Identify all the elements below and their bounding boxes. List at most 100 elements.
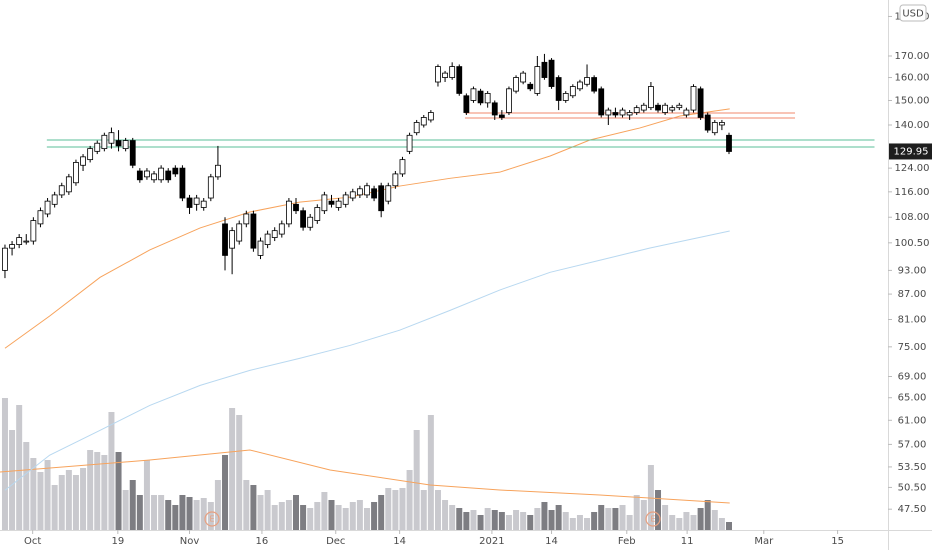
volume-bar <box>307 508 314 530</box>
volume-bar <box>143 460 150 530</box>
candle-body <box>108 132 115 144</box>
volume-bar <box>683 512 690 530</box>
candle-body <box>378 185 385 212</box>
candle-body <box>222 223 228 256</box>
currency: USD <box>902 9 924 20</box>
candle-body <box>172 167 179 175</box>
y-tick-label: 53.50 <box>898 462 927 473</box>
volume-bar <box>633 495 640 530</box>
candle-body <box>626 112 633 116</box>
volume-bar <box>300 505 307 530</box>
y-tick-label: 150.00 <box>895 95 930 106</box>
volume-bar <box>442 500 449 530</box>
candle-body <box>591 77 598 92</box>
volume-bar <box>491 510 498 530</box>
candle-body <box>23 240 30 243</box>
x-tick-label: 14 <box>393 536 406 547</box>
volume-bar <box>349 502 356 530</box>
volume-bar <box>129 480 136 530</box>
volume-bar <box>51 485 58 530</box>
volume-bar <box>541 502 548 530</box>
y-tick-label: 140.00 <box>895 120 930 131</box>
candle-body <box>193 197 200 205</box>
candle-body <box>676 104 683 109</box>
candle-body <box>612 112 619 116</box>
y-tick-label: 65.00 <box>898 393 927 404</box>
candle-body <box>477 90 484 104</box>
candle-body <box>413 122 420 134</box>
volume-bar <box>179 495 186 530</box>
candle-body <box>342 194 349 205</box>
y-tick-label: 170.00 <box>895 51 930 62</box>
volume-bar <box>555 505 562 530</box>
y-tick-label: 108.00 <box>895 212 930 223</box>
volume-bar <box>87 450 94 530</box>
candle-body <box>250 213 257 249</box>
candle-body <box>307 216 314 228</box>
volume-bar <box>399 488 406 530</box>
candle-body <box>65 176 72 193</box>
volume-bar <box>420 490 427 530</box>
candle-body <box>243 213 250 225</box>
candle-body <box>335 200 342 208</box>
volume-bar <box>151 495 158 530</box>
candle-body <box>215 164 221 178</box>
y-tick-label: 75.00 <box>898 342 927 353</box>
volume-bar <box>513 510 520 530</box>
candle-body <box>683 109 690 116</box>
candle-body <box>186 197 193 208</box>
candle-body <box>506 88 512 113</box>
candle-body <box>456 66 463 94</box>
candle-body <box>662 104 669 113</box>
volume-bar <box>16 405 23 530</box>
y-tick-label: 50.50 <box>898 482 927 493</box>
axes: 190.00170.00160.00150.00140.00124.00116.… <box>24 11 932 547</box>
volume-bar <box>498 512 505 530</box>
candle-body <box>584 77 590 85</box>
candle-body <box>697 88 704 118</box>
y-tick-label: 61.00 <box>898 415 927 426</box>
volume-bar <box>591 512 598 530</box>
y-tick-label: 100.50 <box>895 238 930 249</box>
volume-bar <box>165 500 172 530</box>
volume-bar <box>115 452 122 530</box>
candle-body <box>442 72 448 78</box>
candle-body <box>321 194 328 212</box>
candle-body <box>179 167 186 199</box>
y-tick-label: 160.00 <box>895 73 930 84</box>
volume-bar <box>250 485 257 530</box>
candle-body <box>548 59 555 87</box>
volume-bar <box>264 490 271 530</box>
candle-body <box>435 66 441 83</box>
candle-body <box>491 102 498 116</box>
candle-body <box>534 66 541 94</box>
volume-bar <box>718 518 725 530</box>
volume-bar <box>725 522 732 530</box>
candle-body <box>513 77 519 92</box>
volume-bar <box>413 430 420 530</box>
y-tick-label: 87.00 <box>898 289 927 300</box>
volume-bar <box>222 455 229 530</box>
price-pane <box>2 53 875 491</box>
volume-bar <box>214 480 221 530</box>
moving-average-line <box>4 230 730 491</box>
candle-body <box>718 122 725 126</box>
volume-bar <box>314 502 321 530</box>
volume-bar <box>1 398 8 530</box>
x-tick-label: Mar <box>754 536 774 547</box>
candle-body <box>704 114 711 131</box>
volume-bar <box>321 492 328 530</box>
candle-body <box>364 185 370 196</box>
candle-body <box>286 200 292 225</box>
volume-bar <box>385 488 392 530</box>
volume-bar <box>363 508 370 530</box>
y-tick-label: 116.00 <box>895 187 930 198</box>
volume-bar <box>470 510 477 530</box>
candle-body <box>115 140 122 147</box>
candle-body <box>690 86 697 111</box>
volume-bar <box>342 508 349 530</box>
candle-body <box>619 109 626 116</box>
y-tick-label: 81.00 <box>898 314 927 325</box>
volume-bar <box>72 475 79 530</box>
volume-bar <box>378 495 385 530</box>
